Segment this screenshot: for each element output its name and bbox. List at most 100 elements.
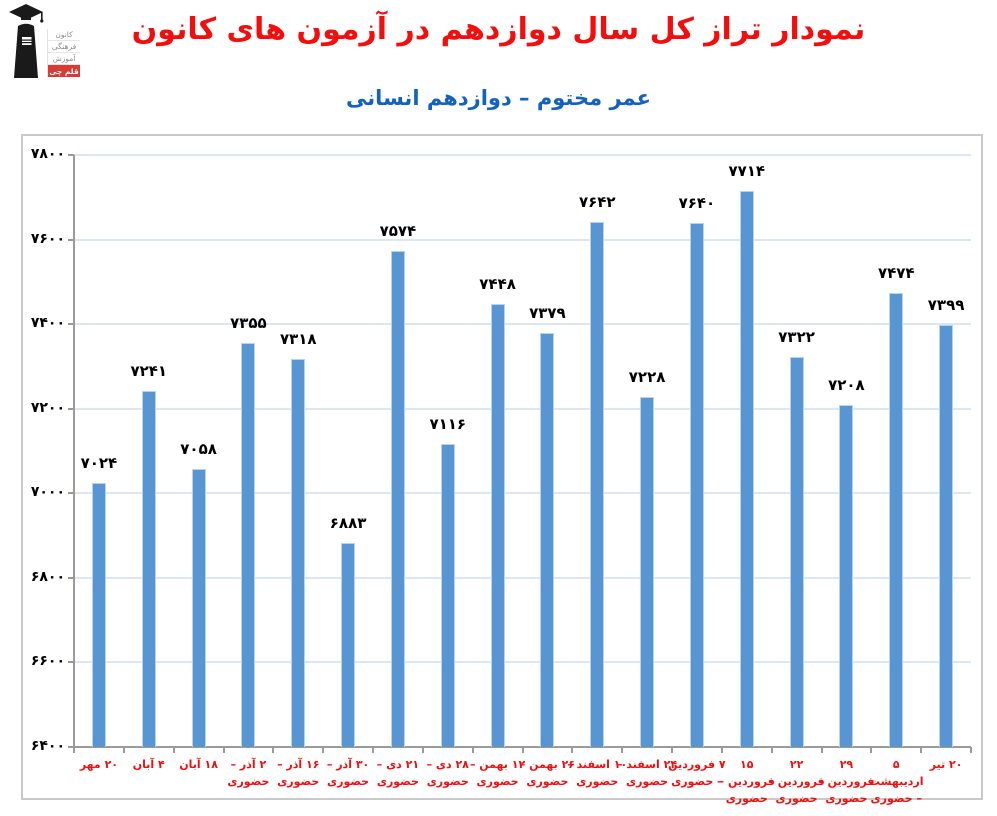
y-axis-tick-7200 xyxy=(68,407,74,410)
chart-title: نمودار تراز کل سال دوازدهم در آزمون های … xyxy=(131,12,866,47)
bar-value-label-7: ۷۵۷۴ xyxy=(379,221,417,240)
x-axis-tick-3 xyxy=(222,747,225,753)
x-axis-category-label-9: ۱۲ بهمن – حضوری xyxy=(469,758,526,789)
x-axis-tick-7 xyxy=(421,747,424,753)
x-axis-category-label-6: ۳۰ آذر – حضوری xyxy=(326,758,370,789)
x-axis-category-label-11: ۱۰ اسفند – حضوری xyxy=(567,758,628,789)
x-axis-category-label-17: ۵ اردیبهشت – حضوری xyxy=(869,758,924,806)
y-axis-label-6800: ۶۸۰۰ xyxy=(30,568,65,585)
y-axis-label-6400: ۶۴۰۰ xyxy=(30,738,65,754)
y-axis-tick-6800 xyxy=(68,576,74,579)
bar-11 xyxy=(590,221,605,747)
x-axis-category-label-10: ۲۶ بهمن – حضوری xyxy=(519,758,576,789)
bar-13 xyxy=(689,222,704,747)
bar-7 xyxy=(390,250,405,747)
x-axis-category-label-8: ۲۸ دی – حضوری xyxy=(426,758,469,789)
x-axis-tick-1 xyxy=(122,747,125,753)
bar-value-label-11: ۷۶۴۲ xyxy=(578,192,616,211)
bar-value-label-4: ۷۳۵۵ xyxy=(230,314,267,333)
bar-18 xyxy=(939,324,954,747)
x-axis-tick-5 xyxy=(322,747,325,753)
logo-line-3: آموزش xyxy=(48,53,80,65)
chart-subtitle: عمر مختوم – دوازدهم انسانی xyxy=(346,86,651,110)
y-axis-tick-7800 xyxy=(68,154,74,156)
x-axis-category-label-5: ۱۶ آذر – حضوری xyxy=(277,758,320,789)
bar-value-label-5: ۷۳۱۸ xyxy=(279,329,317,348)
y-axis-tick-7000 xyxy=(68,492,74,495)
bar-value-label-17: ۷۴۷۴ xyxy=(877,263,915,282)
x-axis-tick-14 xyxy=(770,747,773,753)
logo-badge-ghalamchi: قلم چی xyxy=(48,65,80,77)
graduate-icon xyxy=(9,4,44,78)
bar-value-label-16: ۷۲۰۸ xyxy=(828,376,865,395)
y-axis-line xyxy=(73,155,75,747)
y-axis-tick-7600 xyxy=(68,238,74,241)
y-axis-tick-6400 xyxy=(68,746,74,748)
logo-text-column: کانون فرهنگی آموزش قلم چی xyxy=(47,29,80,77)
x-axis-tick-9 xyxy=(521,747,524,753)
x-axis-tick-16 xyxy=(870,747,873,753)
x-axis-tick-2 xyxy=(172,747,175,753)
logo-line-1: کانون xyxy=(48,29,80,41)
x-axis-category-label-18: ۲۰ تیر xyxy=(929,758,963,771)
bar-value-label-6: ۶۸۸۳ xyxy=(329,513,367,532)
x-axis-tick-6 xyxy=(372,747,374,753)
y-axis-label-7000: ۷۰۰۰ xyxy=(30,484,65,501)
kanoon-logo: کانون فرهنگی آموزش قلم چی xyxy=(8,3,80,79)
bar-6 xyxy=(341,542,356,747)
gridline-7000 xyxy=(74,492,971,495)
bar-value-label-13: ۷۶۴۰ xyxy=(678,193,716,212)
bar-5 xyxy=(291,358,306,747)
bar-value-label-14: ۷۷۱۴ xyxy=(728,162,766,181)
y-axis-tick-7400 xyxy=(68,323,74,326)
gridline-6800 xyxy=(74,576,971,579)
y-axis-label-7600: ۷۶۰۰ xyxy=(30,230,65,247)
x-axis-tick-12 xyxy=(671,747,673,753)
bar-1 xyxy=(91,483,106,747)
bar-17 xyxy=(889,292,904,747)
bar-15 xyxy=(789,357,804,747)
x-axis-tick-10 xyxy=(571,747,574,753)
x-axis-category-label-7: ۲۱ دی – حضوری xyxy=(376,758,420,789)
x-axis-category-label-4: ۲ آذر – حضوری xyxy=(227,758,270,789)
bar-value-label-12: ۷۲۲۸ xyxy=(628,367,666,386)
bar-3 xyxy=(191,468,206,747)
y-axis-label-7800: ۷۸۰۰ xyxy=(30,146,65,162)
bar-14 xyxy=(739,191,754,747)
bar-value-label-3: ۷۰۵۸ xyxy=(180,439,217,458)
gridline-7800 xyxy=(74,154,971,156)
bar-value-label-10: ۷۳۷۹ xyxy=(529,304,566,323)
gridline-7200 xyxy=(74,407,971,410)
bar-16 xyxy=(839,405,854,747)
bar-8 xyxy=(440,444,455,747)
y-axis-tick-6600 xyxy=(68,661,74,664)
bar-10 xyxy=(540,333,555,747)
x-axis-tick-13 xyxy=(720,747,723,753)
bar-4 xyxy=(241,343,256,747)
x-axis-tick-18 xyxy=(970,747,972,753)
y-axis-label-7200: ۷۲۰۰ xyxy=(30,399,65,416)
y-axis-label-6600: ۶۶۰۰ xyxy=(30,653,65,670)
x-axis-category-label-13: ۷ فروردین – حضوری xyxy=(668,758,726,789)
logo-line-2: فرهنگی xyxy=(48,41,80,53)
x-axis-category-label-3: ۱۸ آبان xyxy=(179,758,218,771)
x-axis-tick-17 xyxy=(920,747,923,753)
x-axis-category-label-12: ۲۴ اسفند – حضوری xyxy=(617,758,678,789)
x-axis-category-label-16: ۲۹ فروردین – حضوری xyxy=(818,758,875,806)
bar-9 xyxy=(490,303,505,747)
gridline-7600 xyxy=(74,238,971,241)
y-axis-label-7400: ۷۴۰۰ xyxy=(30,315,65,332)
bar-value-label-9: ۷۴۴۸ xyxy=(479,274,516,293)
x-axis-tick-4 xyxy=(272,747,275,753)
x-axis-tick-15 xyxy=(820,747,823,753)
bar-value-label-1: ۷۰۲۴ xyxy=(80,454,118,473)
bar-value-label-15: ۷۳۲۲ xyxy=(778,328,815,347)
x-axis-tick-0 xyxy=(73,747,75,753)
x-axis-category-label-1: ۲۰ مهر xyxy=(79,758,118,771)
bar-2 xyxy=(141,391,156,747)
bar-value-label-18: ۷۳۹۹ xyxy=(927,295,965,314)
x-axis-category-label-2: ۴ آبان xyxy=(132,758,165,771)
bar-value-label-8: ۷۱۱۶ xyxy=(429,415,467,434)
bar-12 xyxy=(640,396,655,747)
x-axis-category-label-15: ۲۲ فروردین – حضوری xyxy=(768,758,825,806)
